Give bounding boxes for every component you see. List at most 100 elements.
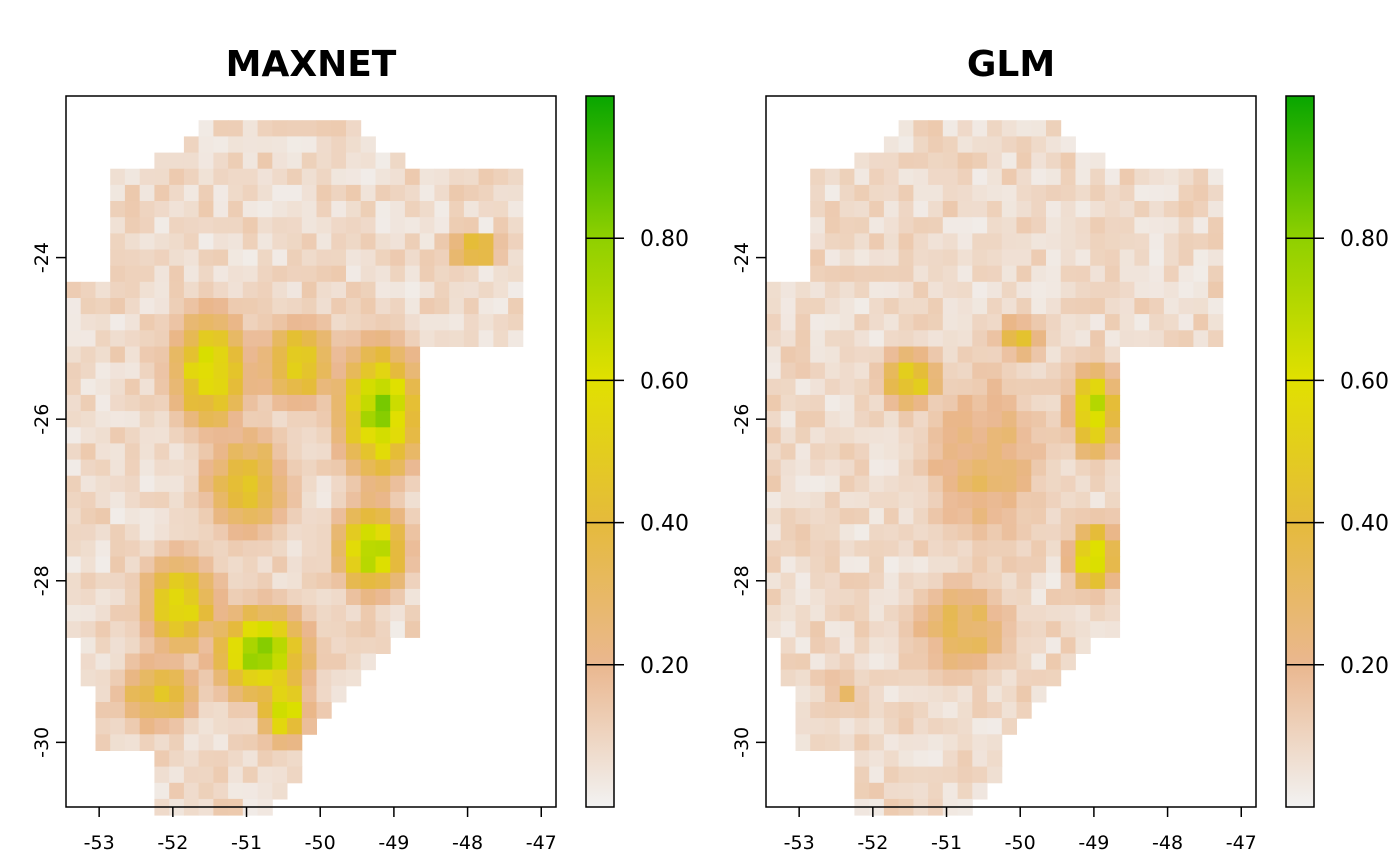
raster-cell: [839, 314, 855, 331]
raster-cell: [95, 605, 111, 622]
raster-cell: [1060, 152, 1076, 170]
raster-cell: [972, 491, 988, 509]
raster-cell: [1001, 346, 1017, 364]
raster-cell: [301, 427, 317, 444]
raster-cell: [390, 475, 406, 493]
raster-cell: [839, 298, 855, 315]
raster-cell: [110, 249, 126, 267]
raster-cell: [154, 734, 170, 751]
raster-cell: [272, 281, 288, 299]
raster-cell: [854, 298, 870, 315]
raster-cell: [1090, 443, 1106, 461]
raster-cell: [390, 184, 406, 202]
raster-cell: [257, 233, 273, 251]
raster-cell: [883, 152, 900, 170]
raster-cell: [839, 734, 855, 751]
raster-cell: [1134, 298, 1150, 315]
raster-cell: [346, 201, 362, 218]
raster-cell: [198, 621, 214, 638]
raster-cell: [360, 524, 376, 541]
raster-cell: [331, 524, 347, 541]
raster-cell: [124, 621, 141, 638]
raster-cell: [824, 524, 841, 541]
raster-cell: [839, 459, 855, 477]
raster-cell: [1031, 653, 1047, 671]
raster-cell: [869, 669, 885, 687]
raster-cell: [1016, 233, 1032, 251]
raster-cell: [1090, 184, 1106, 202]
raster-cell: [287, 572, 303, 590]
raster-cell: [972, 750, 988, 768]
raster-cell: [301, 637, 317, 654]
raster-cell: [95, 556, 111, 574]
raster-cell: [183, 249, 200, 267]
raster-cell: [810, 669, 826, 687]
raster-cell: [1016, 491, 1032, 509]
raster-cell: [449, 249, 465, 267]
raster-cell: [883, 621, 900, 638]
raster-cell: [1163, 281, 1180, 299]
raster-cell: [213, 217, 229, 234]
raster-cell: [913, 718, 929, 735]
raster-cell: [913, 298, 929, 315]
raster-cell: [287, 346, 303, 364]
raster-cell: [957, 411, 973, 428]
raster-cell: [1178, 314, 1194, 331]
raster-cell: [508, 233, 524, 251]
raster-cell: [987, 475, 1003, 493]
raster-cell: [854, 394, 870, 412]
raster-cell: [928, 718, 944, 735]
raster-cell: [766, 346, 782, 364]
raster-cell: [434, 184, 450, 202]
raster-cell: [287, 605, 303, 622]
raster-cell: [913, 475, 929, 493]
raster-cell: [883, 459, 900, 477]
raster-cell: [301, 508, 317, 525]
raster-cell: [478, 217, 494, 234]
raster-cell: [346, 637, 362, 654]
raster-cell: [228, 378, 244, 396]
raster-cell: [795, 653, 811, 671]
raster-cell: [508, 217, 524, 234]
raster-cell: [913, 265, 929, 283]
raster-cell: [928, 281, 944, 299]
raster-cell: [375, 330, 391, 347]
raster-cell: [272, 782, 288, 800]
raster-cell: [1046, 556, 1062, 574]
raster-cell: [360, 427, 376, 444]
raster-cell: [110, 653, 126, 671]
raster-cell: [360, 298, 376, 315]
raster-cell: [957, 346, 973, 364]
raster-cell: [139, 265, 155, 283]
raster-cell: [898, 508, 914, 525]
raster-cell: [169, 734, 185, 751]
raster-cell: [1060, 249, 1076, 267]
raster-cell: [360, 233, 376, 251]
raster-cell: [331, 346, 347, 364]
raster-cell: [854, 524, 870, 541]
raster-cell: [795, 411, 811, 428]
raster-cell: [154, 362, 170, 380]
raster-cell: [316, 152, 332, 170]
raster-cell: [95, 411, 111, 428]
raster-cell: [824, 298, 841, 315]
raster-cell: [183, 540, 200, 558]
raster-cell: [139, 394, 155, 412]
raster-cell: [213, 184, 229, 202]
raster-cell: [1134, 217, 1150, 234]
raster-cell: [987, 136, 1003, 154]
raster-cell: [869, 475, 885, 493]
raster-cell: [287, 734, 303, 751]
raster-cell: [987, 718, 1003, 735]
raster-cell: [228, 346, 244, 364]
raster-cell: [95, 394, 111, 412]
raster-cell: [972, 637, 988, 654]
raster-cell: [810, 298, 826, 315]
raster-cell: [272, 572, 288, 590]
raster-cell: [957, 184, 973, 202]
raster-cell: [80, 653, 96, 671]
raster-cell: [913, 217, 929, 234]
raster-cell: [463, 281, 480, 299]
raster-cell: [1163, 330, 1180, 347]
raster-cell: [272, 120, 288, 137]
